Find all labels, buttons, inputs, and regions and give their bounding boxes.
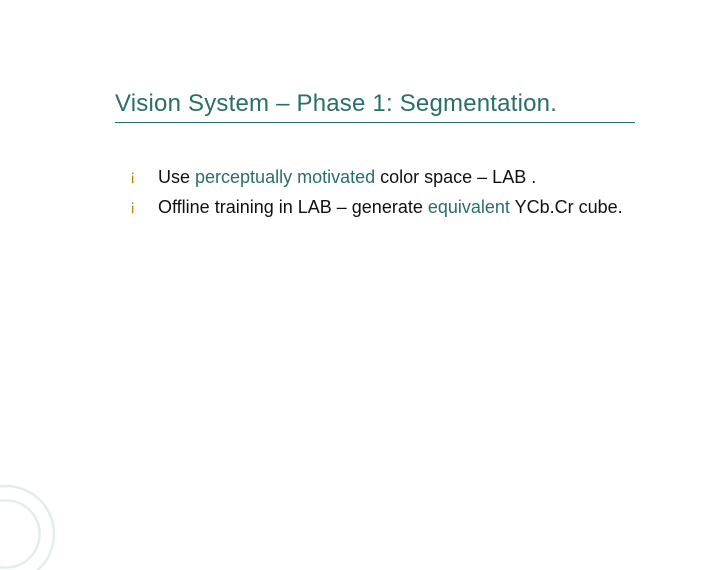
- list-item: ¡Use perceptually motivated color space …: [130, 165, 640, 189]
- plain-text: Offline training in LAB – generate: [158, 197, 428, 217]
- plain-text: Use: [158, 167, 195, 187]
- slide: Vision System – Phase 1: Segmentation. ¡…: [0, 0, 720, 540]
- slide-body: ¡Use perceptually motivated color space …: [130, 165, 640, 226]
- accent-text: perceptually motivated: [195, 167, 375, 187]
- bullet-icon: ¡: [130, 195, 158, 218]
- corner-ornament-icon: [0, 450, 90, 570]
- list-item: ¡Offline training in LAB – generate equi…: [130, 195, 640, 219]
- list-item-text: Offline training in LAB – generate equiv…: [158, 195, 640, 219]
- bullet-icon: ¡: [130, 165, 158, 188]
- slide-title: Vision System – Phase 1: Segmentation.: [115, 90, 635, 123]
- list-item-text: Use perceptually motivated color space –…: [158, 165, 640, 189]
- plain-text: color space – LAB .: [375, 167, 536, 187]
- accent-text: equivalent: [428, 197, 510, 217]
- title-container: Vision System – Phase 1: Segmentation.: [115, 90, 635, 123]
- plain-text: YCb.Cr cube.: [510, 197, 623, 217]
